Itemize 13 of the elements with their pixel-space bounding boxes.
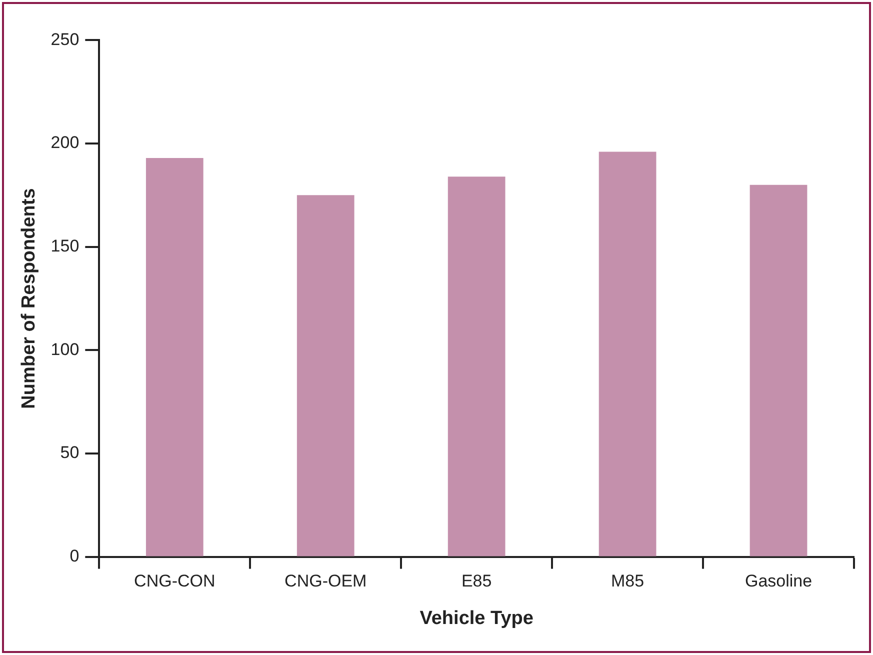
y-axis-title: Number of Respondents [18, 188, 40, 409]
y-tick-label: 50 [60, 443, 80, 462]
y-tick-label: 0 [70, 546, 80, 566]
y-tick-label: 250 [50, 30, 80, 49]
y-tick-label: 150 [50, 236, 80, 256]
x-tick-label: CNG-CON [134, 572, 216, 591]
x-tick-label: E85 [461, 572, 492, 591]
y-tick-label: 200 [50, 133, 80, 152]
x-tick-label: M85 [611, 572, 644, 591]
x-tick-label: Gasoline [744, 572, 812, 591]
y-tick-label: 100 [50, 340, 80, 359]
x-tick-label: CNG-OEM [284, 572, 367, 591]
x-axis-title: Vehicle Type [420, 608, 534, 629]
